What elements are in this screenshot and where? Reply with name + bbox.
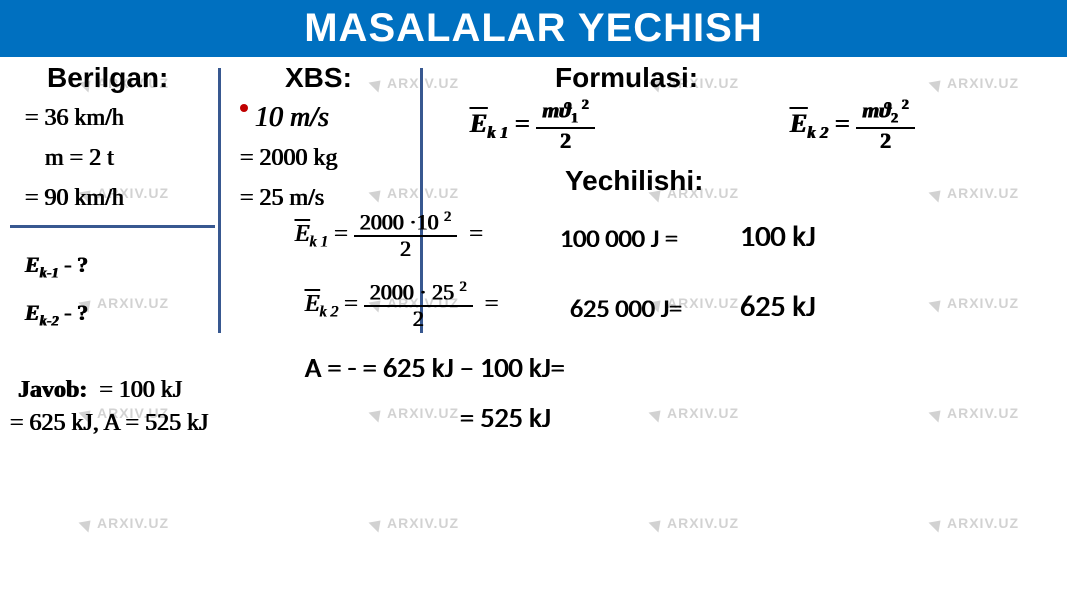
watermark-text: ARXIV.UZ bbox=[930, 185, 1019, 201]
watermark-text: ARXIV.UZ bbox=[930, 295, 1019, 311]
solution-ek2-j: 625 000 J= bbox=[570, 292, 682, 324]
header-title: MASALALAR YECHISH bbox=[304, 6, 763, 50]
given-m: m = 2 t bbox=[45, 145, 114, 172]
watermark-text: ARXIV.UZ bbox=[930, 515, 1019, 531]
xbs-m: = 2000 kg bbox=[240, 145, 338, 172]
watermark-text: ARXIV.UZ bbox=[930, 405, 1019, 421]
solution-ek1: Ek 1 = 2000 ·10 2 2 = bbox=[295, 210, 489, 261]
given-v1: = 36 km/h bbox=[25, 105, 124, 132]
divider-vertical-1 bbox=[218, 68, 221, 333]
watermark-text: ARXIV.UZ bbox=[370, 515, 459, 531]
given-v2: = 90 km/h bbox=[25, 185, 124, 212]
work-result: = 525 kJ bbox=[460, 400, 551, 435]
watermark-text: ARXIV.UZ bbox=[650, 405, 739, 421]
section-solution: Yechilishi: bbox=[565, 165, 704, 197]
work-line: A = - = 625 kJ – 100 kJ= bbox=[305, 350, 565, 385]
watermark-text: ARXIV.UZ bbox=[930, 75, 1019, 91]
watermark-text: ARXIV.UZ bbox=[370, 75, 459, 91]
solution-ek2: Ek 2 = 2000 · 25 2 2 = bbox=[305, 280, 504, 331]
section-given: Berilgan: bbox=[47, 62, 168, 94]
formula-ek1: Ek 1 = mϑ1 2 2 bbox=[470, 98, 595, 154]
xbs-v1: 10 m/s bbox=[240, 102, 329, 134]
page-header: MASALALAR YECHISH bbox=[0, 0, 1067, 57]
answer-line2: = 625 kJ, A = 525 kJ bbox=[10, 410, 208, 437]
given-ek2: Ek-2 - ? bbox=[25, 300, 88, 330]
watermark-text: ARXIV.UZ bbox=[370, 185, 459, 201]
watermark-text: ARXIV.UZ bbox=[80, 515, 169, 531]
divider-horizontal-1 bbox=[10, 225, 215, 228]
section-formula: Formulasi: bbox=[555, 62, 698, 94]
solution-ek2-kj: 625 kJ bbox=[740, 288, 816, 325]
watermark-text: ARXIV.UZ bbox=[80, 295, 169, 311]
answer-label: Javob: = 100 kJ bbox=[18, 377, 182, 404]
solution-ek1-kj: 100 kJ bbox=[740, 218, 816, 255]
solution-ek1-j: 100 000 J = bbox=[560, 222, 678, 254]
red-dot-icon bbox=[240, 104, 248, 112]
formula-ek2: Ek 2 = mϑ2 2 2 bbox=[790, 98, 915, 154]
xbs-v2: = 25 m/s bbox=[240, 185, 324, 212]
watermark-text: ARXIV.UZ bbox=[370, 405, 459, 421]
watermark-text: ARXIV.UZ bbox=[650, 515, 739, 531]
given-ek1: Ek-1 - ? bbox=[25, 252, 88, 282]
section-xbs: XBS: bbox=[285, 62, 352, 94]
